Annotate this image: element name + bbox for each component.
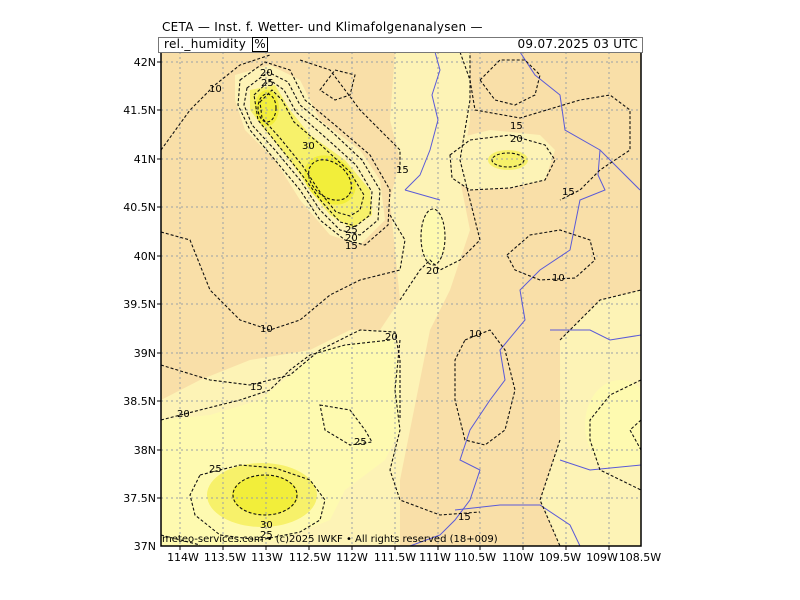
graticule — [161, 52, 641, 546]
contour-label: 15 — [345, 241, 358, 252]
lat-tick-label: 40N — [134, 250, 156, 263]
lon-tick-label: 114W — [167, 551, 199, 564]
fill-core-mid — [421, 209, 445, 265]
lat-axis: 42N 41.5N 41N 40.5N 40N 39.5N 39N 38.5N … — [123, 56, 156, 553]
contour-label: 20 — [345, 233, 358, 244]
lat-tick-label: 39N — [134, 347, 156, 360]
contour-label: 25 — [354, 437, 367, 448]
variable-label: rel._humidity — [164, 37, 247, 51]
contour-label: 10 — [552, 273, 565, 284]
credit-line: meteo-services.com • (c)2025 IWKF • All … — [162, 534, 498, 545]
contour-label: 25 — [209, 464, 222, 475]
contour-label: 10 — [260, 324, 273, 335]
lon-tick-label: 112W — [336, 551, 368, 564]
fill-core-sw-peak — [232, 475, 298, 515]
borders — [404, 52, 641, 546]
contour-label: 20 — [385, 332, 398, 343]
contour-label: 20 — [260, 68, 273, 79]
lon-tick-label: 112.5W — [289, 551, 331, 564]
contour-label: 25 — [261, 78, 274, 89]
lon-tick-label: 109.5W — [539, 551, 581, 564]
contour-label: 20 — [426, 266, 439, 277]
lat-tick-label: 39.5N — [123, 298, 156, 311]
lat-tick-label: 42N — [134, 56, 156, 69]
contour-label: 15 — [562, 187, 575, 198]
contour-label: 20 — [177, 409, 190, 420]
lat-tick-label: 38.5N — [123, 395, 156, 408]
lon-tick-label: 110.5W — [454, 551, 496, 564]
contour-label: 20 — [510, 134, 523, 145]
lat-tick-marks — [157, 61, 610, 550]
contour-label: 15 — [510, 121, 523, 132]
contour-label: 30 — [302, 141, 315, 152]
contour-label: 10 — [469, 329, 482, 340]
lat-tick-label: 40.5N — [123, 201, 156, 214]
contour-label: 15 — [250, 382, 263, 393]
lon-tick-label: 113.5W — [204, 551, 246, 564]
lon-tick-label: 113W — [251, 551, 283, 564]
lat-tick-label: 41.5N — [123, 104, 156, 117]
lon-tick-label: 108.5W — [619, 551, 661, 564]
fill-core-east — [585, 380, 641, 470]
lat-tick-label: 37.5N — [123, 492, 156, 505]
contour-label: 25 — [260, 530, 273, 541]
lon-tick-label: 110W — [502, 551, 534, 564]
lon-tick-label: 111.5W — [374, 551, 416, 564]
lon-axis: 114W 113.5W 113W 112.5W 112W 111.5W 111W… — [167, 551, 661, 564]
map-title: CETA — Inst. f. Wetter- und Klimafolgena… — [162, 20, 483, 34]
variable-bar — [158, 37, 643, 53]
lat-tick-label: 41N — [134, 153, 156, 166]
lon-tick-label: 111W — [419, 551, 451, 564]
contour-label: 15 — [458, 512, 471, 523]
unit-badge: % — [252, 37, 268, 52]
contour-label: 30 — [260, 520, 273, 531]
lat-tick-label: 38N — [134, 444, 156, 457]
contour-label-group: 10 20 25 30 25 20 15 15 20 10 20 10 15 2… — [177, 68, 575, 541]
valid-time: 09.07.2025 03 UTC — [517, 37, 638, 51]
contour-label: 10 — [209, 84, 222, 95]
lon-tick-label: 109W — [586, 551, 618, 564]
contour-label: 25 — [345, 225, 358, 236]
fill-core-nw-peak2 — [304, 155, 356, 205]
lat-tick-label: 37N — [134, 540, 156, 553]
contour-label: 15 — [396, 165, 409, 176]
fill-core-nw-peak — [255, 90, 279, 126]
